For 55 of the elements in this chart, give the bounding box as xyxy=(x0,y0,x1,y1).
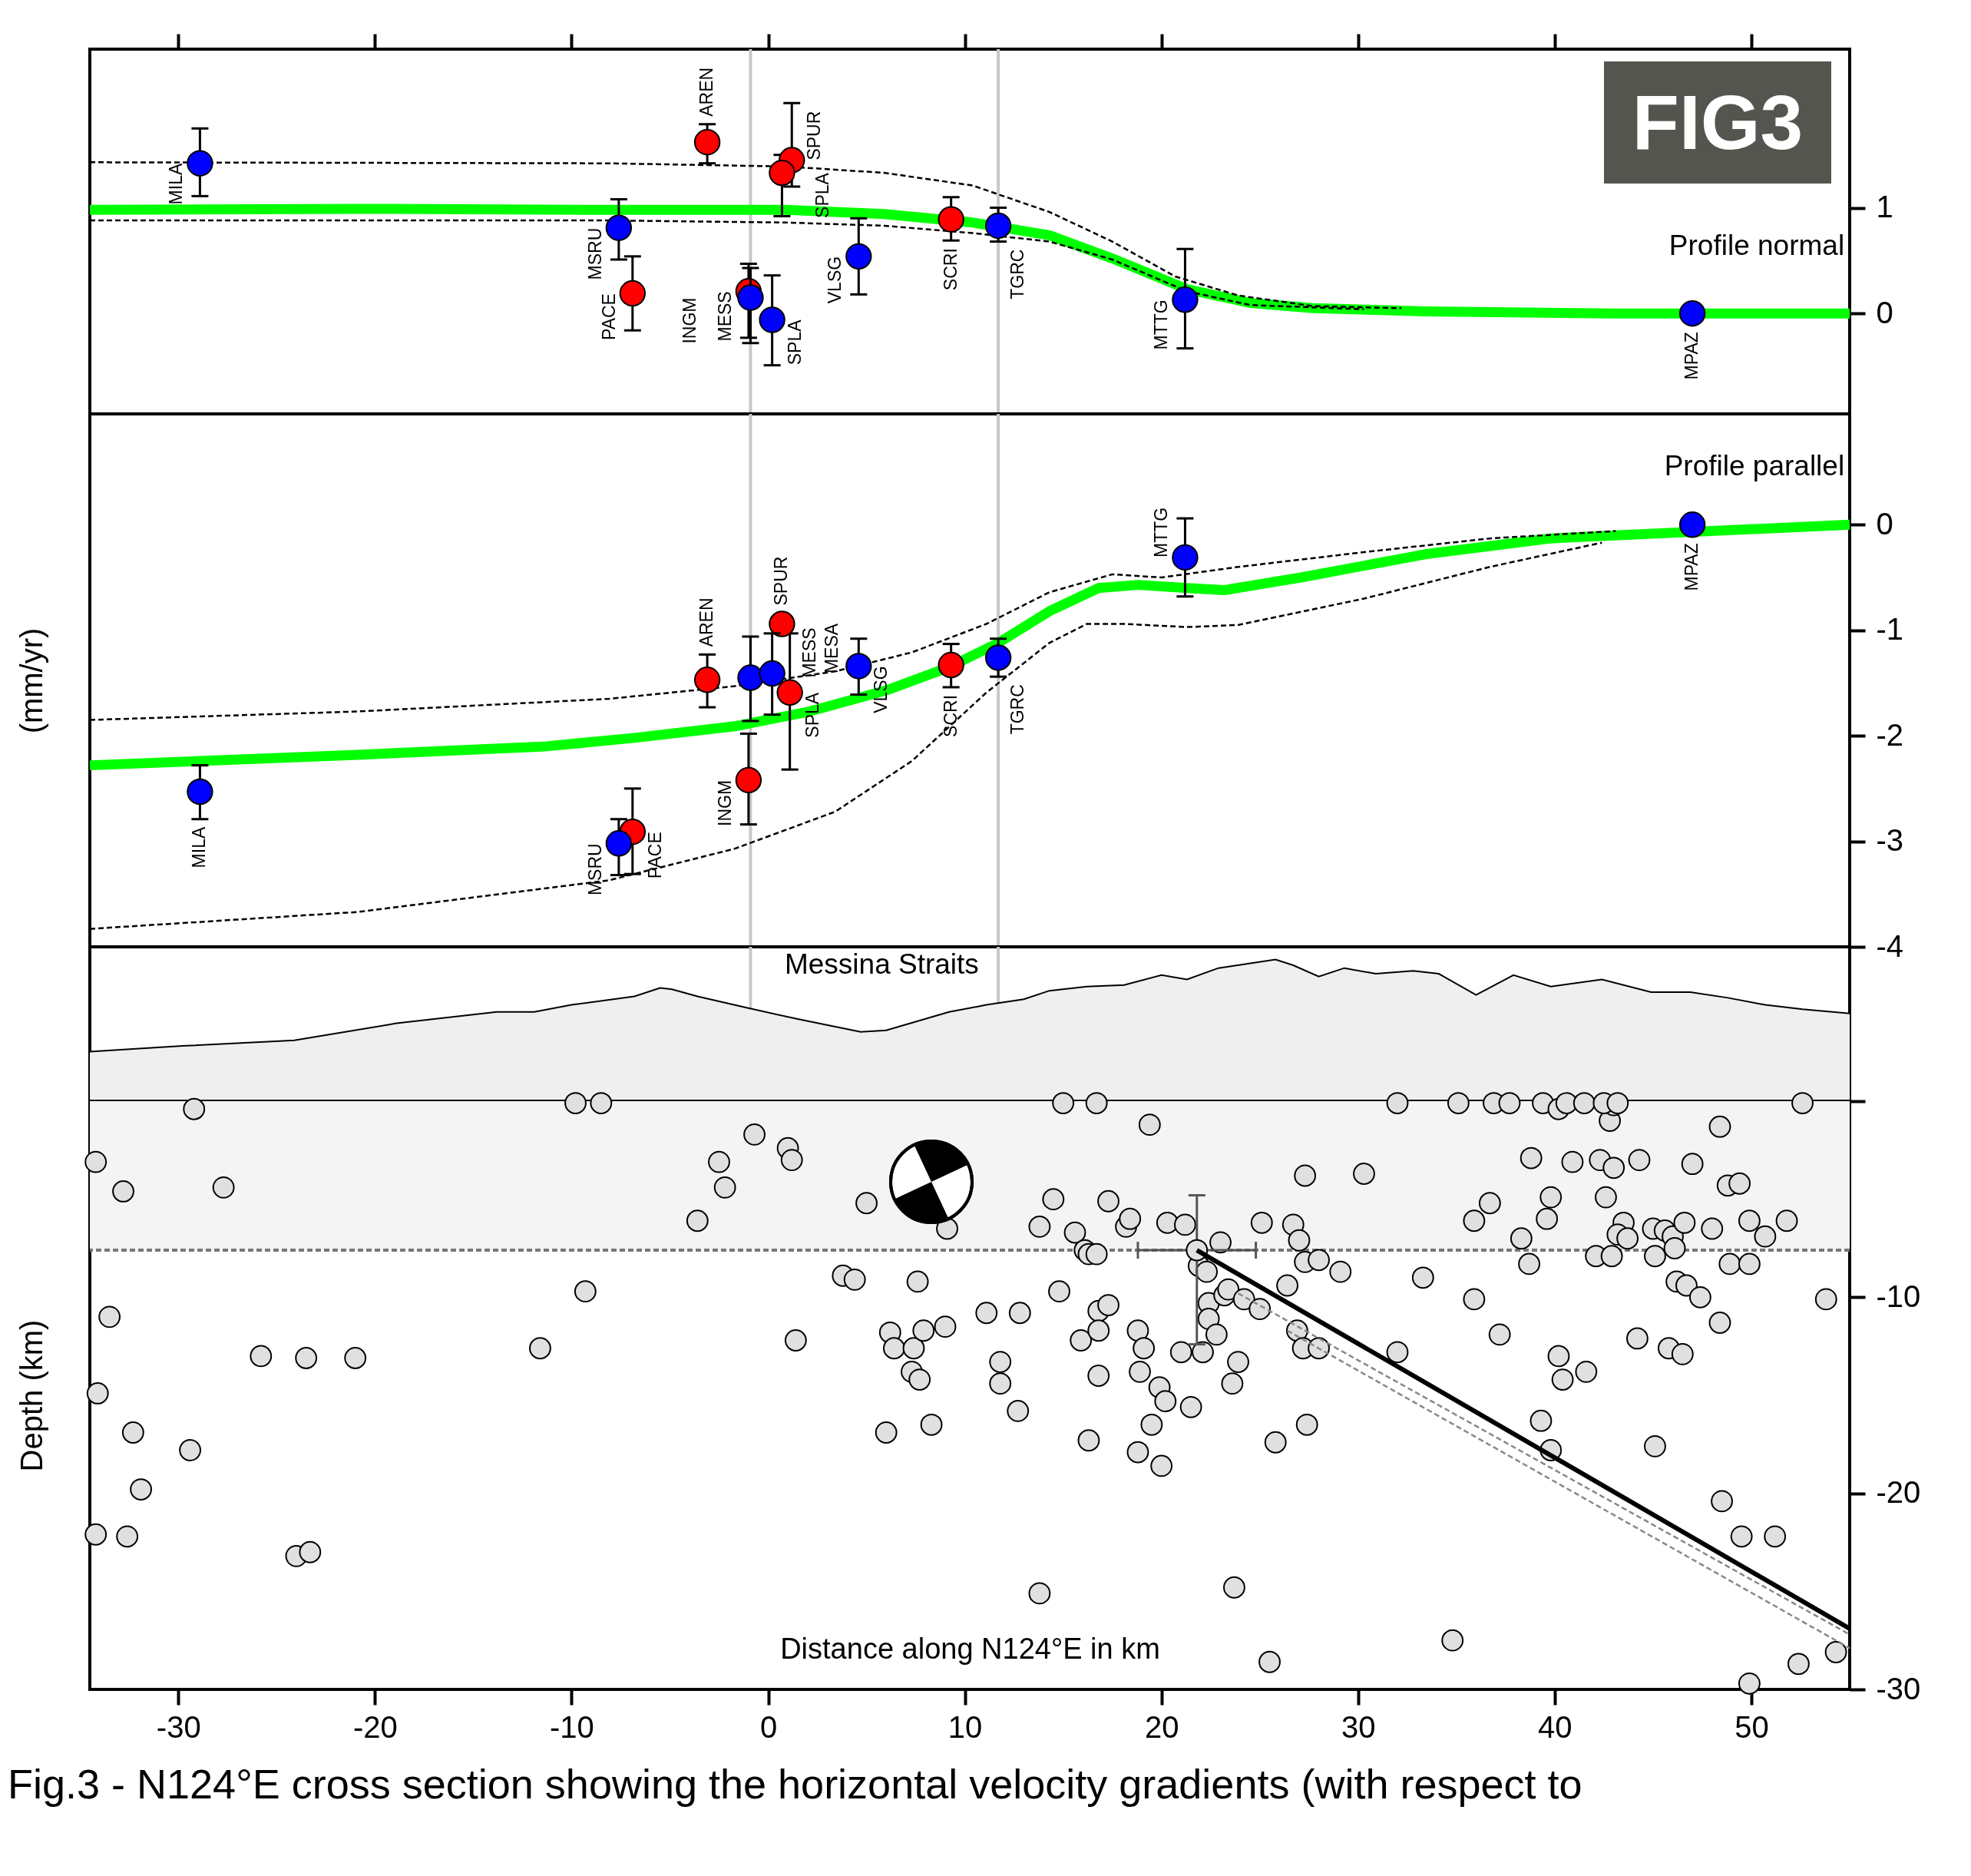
annotation: MSRU xyxy=(584,227,605,280)
x-tick-label: -10 xyxy=(550,1709,594,1744)
annotation: MSRU xyxy=(584,843,605,896)
annotation: TGRC xyxy=(1007,684,1028,735)
annotation: Messina Straits xyxy=(784,948,979,981)
annotation: MPAZ xyxy=(1682,332,1702,380)
x-tick-label: -30 xyxy=(156,1709,201,1744)
annotation: TGRC xyxy=(1007,249,1028,299)
annotation: MPAZ xyxy=(1682,543,1702,591)
annotation: Profile parallel xyxy=(1664,450,1845,482)
annotation: SPLA xyxy=(784,319,805,366)
y-tick-label: -2 xyxy=(1876,717,1904,752)
x-tick-label: 10 xyxy=(947,1709,983,1744)
y-tick-label: -10 xyxy=(1876,1279,1921,1313)
annotation: SPLA xyxy=(802,692,822,738)
y-tick-label: -3 xyxy=(1876,823,1904,858)
annotation: AREN xyxy=(696,597,717,647)
y-tick-label: -1 xyxy=(1876,612,1904,647)
annotation: MTTG xyxy=(1151,299,1172,350)
y-axis-title: (mm/yr) xyxy=(14,627,48,734)
x-tick-label: 20 xyxy=(1144,1709,1179,1744)
annotation: SPLA xyxy=(812,172,833,218)
annotation: VLSG xyxy=(871,666,891,713)
y-tick-label: -4 xyxy=(1876,928,1904,963)
annotation: FIG3 xyxy=(1604,61,1831,184)
annotation: PACE xyxy=(644,832,665,879)
annotation: SPUR xyxy=(804,111,825,160)
annotation: AREN xyxy=(696,67,717,117)
x-tick-label: 0 xyxy=(759,1709,778,1744)
x-tick-label: 40 xyxy=(1538,1709,1573,1744)
x-tick-label: 30 xyxy=(1341,1709,1376,1744)
y-tick-label: 1 xyxy=(1876,190,1893,224)
y-tick-label: 0 xyxy=(1876,506,1893,541)
annotation: MILA xyxy=(189,826,210,869)
x-axis-title: Distance along N124°E in km xyxy=(780,1632,1160,1665)
annotation: MTTG xyxy=(1151,507,1172,558)
annotation: MESS xyxy=(714,291,735,342)
annotation: MESS xyxy=(799,627,820,678)
annotation: INGM xyxy=(714,779,735,826)
x-tick-label: -20 xyxy=(352,1709,398,1744)
annotation: Profile normal xyxy=(1668,229,1845,261)
y-tick-label: -20 xyxy=(1876,1475,1921,1510)
y-axis-title: Depth (km) xyxy=(14,1319,48,1472)
y-tick-label: -30 xyxy=(1876,1671,1921,1706)
x-tick-label: 50 xyxy=(1735,1709,1769,1744)
annotation: MILA xyxy=(166,163,187,205)
annotation: VLSG xyxy=(825,256,845,304)
annotation: INGM xyxy=(680,297,700,344)
annotation: PACE xyxy=(598,293,619,340)
annotation: SPUR xyxy=(771,556,792,606)
y-tick-label: 0 xyxy=(1876,295,1893,329)
annotation: MESA xyxy=(821,623,842,674)
annotation: SCRI xyxy=(940,694,961,737)
caption: Fig.3 - N124°E cross section showing the horizontal velocity gradients (with respect to xyxy=(8,1761,1582,1807)
annotation: SCRI xyxy=(940,248,961,291)
